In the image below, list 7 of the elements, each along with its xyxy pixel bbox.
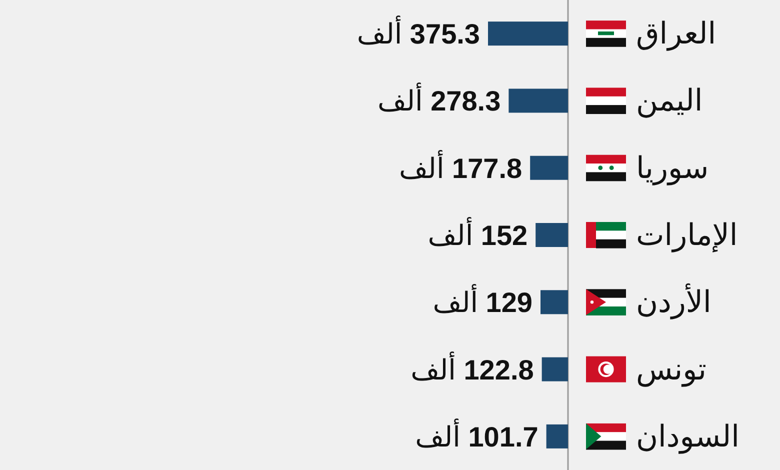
y-tick-label: الإمارات	[636, 219, 738, 253]
y-tick-label: السودان	[636, 420, 740, 454]
y-tick-label: العراق	[636, 18, 716, 52]
y-tick-label: اليمن	[636, 84, 703, 119]
y-tick-label: الأردن	[636, 283, 712, 320]
y-tick-label: تونس	[636, 353, 706, 388]
y-tick-label: سوريا	[636, 152, 709, 186]
